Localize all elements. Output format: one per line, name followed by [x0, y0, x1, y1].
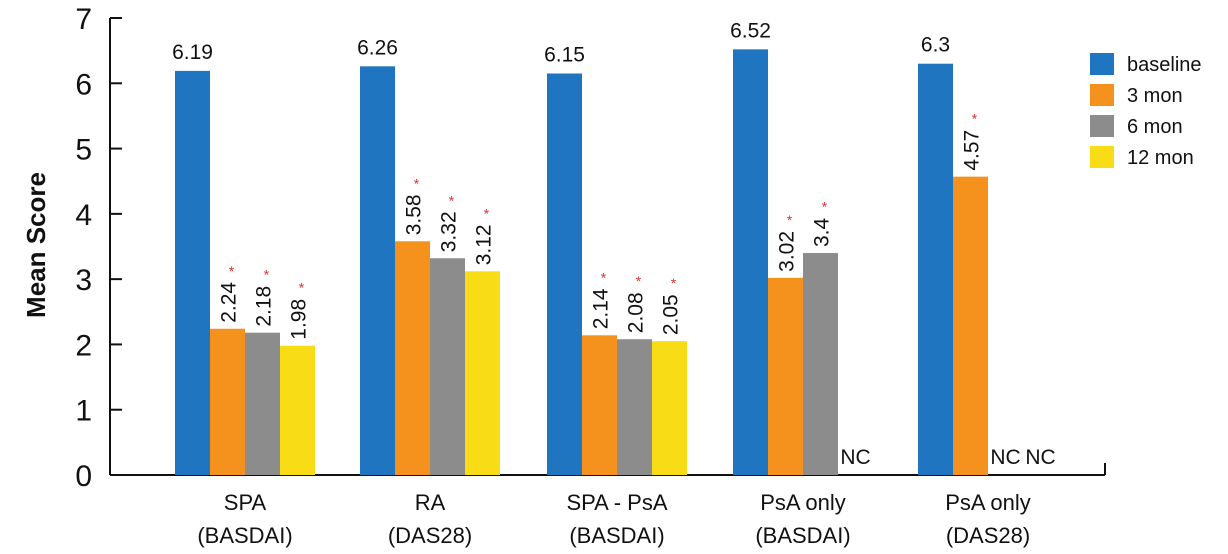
category-label: PsA only	[945, 490, 1031, 515]
category-label: (DAS28)	[388, 523, 472, 548]
significance-marker: *	[671, 275, 677, 291]
data-label: 6.15	[544, 43, 585, 66]
category-label: SPA - PsA	[566, 490, 667, 515]
category-label: PsA only	[760, 490, 846, 515]
y-axis-label: Mean Score	[21, 172, 51, 318]
significance-marker: *	[414, 175, 420, 191]
data-label: 3.32	[438, 211, 461, 252]
significance-marker: *	[264, 267, 270, 283]
bar	[768, 277, 803, 475]
bar	[953, 176, 988, 475]
data-label: 6.3	[921, 34, 950, 57]
legend-label: 6 mon	[1127, 116, 1183, 138]
nc-label: NC	[1025, 446, 1055, 469]
category-labels: SPA (BASDAI) RA (DAS28) SPA - PsA (BASDAI) PsA…	[197, 490, 1030, 548]
y-tick-label: 6	[75, 68, 92, 101]
data-label: 2.05	[660, 294, 683, 335]
y-tick-label: 2	[75, 329, 92, 362]
bar	[245, 332, 280, 475]
category-label: (BASDAI)	[197, 523, 292, 548]
legend-swatch	[1090, 84, 1114, 106]
bar	[210, 328, 245, 475]
legend-label: 12 mon	[1127, 147, 1194, 169]
data-labels: 6.19 2.24 * 2.18 * 1.98 * 6.26 3.58 * 3.32 * 3.12 * 6.…	[172, 19, 1056, 469]
bar	[652, 341, 687, 475]
bar	[547, 73, 582, 475]
legend-label: 3 mon	[1127, 85, 1183, 107]
category-label: (DAS28)	[946, 523, 1030, 548]
bar	[465, 271, 500, 475]
data-label: 2.24	[218, 282, 241, 323]
data-label: 6.26	[357, 36, 398, 59]
bar	[617, 339, 652, 475]
significance-marker: *	[601, 269, 607, 285]
data-label: 2.14	[590, 288, 613, 329]
y-tick-label: 7	[75, 3, 92, 36]
data-label: 2.08	[625, 292, 648, 333]
category-label: RA	[415, 490, 446, 515]
nc-label: NC	[990, 446, 1020, 469]
significance-marker: *	[299, 280, 305, 296]
category-label: (BASDAI)	[755, 523, 850, 548]
y-tick-label: 5	[75, 134, 92, 167]
data-label: 6.52	[730, 19, 771, 42]
data-label: 3.4	[811, 218, 834, 248]
bar	[803, 253, 838, 475]
significance-marker: *	[484, 205, 490, 221]
bar	[918, 63, 953, 475]
legend-swatch	[1090, 115, 1114, 137]
legend: baseline 3 mon 6 mon 12 mon	[1090, 53, 1202, 169]
data-label: 3.12	[473, 224, 496, 265]
bar	[430, 258, 465, 475]
significance-marker: *	[972, 111, 978, 127]
significance-marker: *	[822, 199, 828, 215]
bar	[582, 335, 617, 475]
significance-marker: *	[229, 263, 235, 279]
bar	[395, 241, 430, 475]
data-label: 4.57	[961, 130, 984, 171]
data-label: 6.19	[172, 41, 213, 64]
category-label: (BASDAI)	[569, 523, 664, 548]
significance-marker: *	[449, 192, 455, 208]
data-label: 3.58	[403, 194, 426, 235]
bar	[733, 49, 768, 475]
y-tick-label: 4	[75, 199, 92, 232]
data-label: 2.18	[253, 286, 276, 327]
bar	[360, 66, 395, 475]
significance-marker: *	[636, 273, 642, 289]
bar	[175, 70, 210, 475]
data-label: 1.98	[288, 299, 311, 340]
legend-swatch	[1090, 53, 1114, 75]
bars	[175, 49, 988, 475]
nc-label: NC	[840, 446, 870, 469]
legend-swatch	[1090, 146, 1114, 168]
y-tick-label: 3	[75, 264, 92, 297]
significance-marker: *	[787, 212, 793, 228]
category-label: SPA	[224, 490, 267, 515]
data-label: 3.02	[776, 231, 799, 272]
y-tick-label: 1	[75, 395, 92, 428]
legend-label: baseline	[1127, 54, 1202, 76]
y-tick-label: 0	[75, 460, 92, 493]
bar	[280, 345, 315, 475]
